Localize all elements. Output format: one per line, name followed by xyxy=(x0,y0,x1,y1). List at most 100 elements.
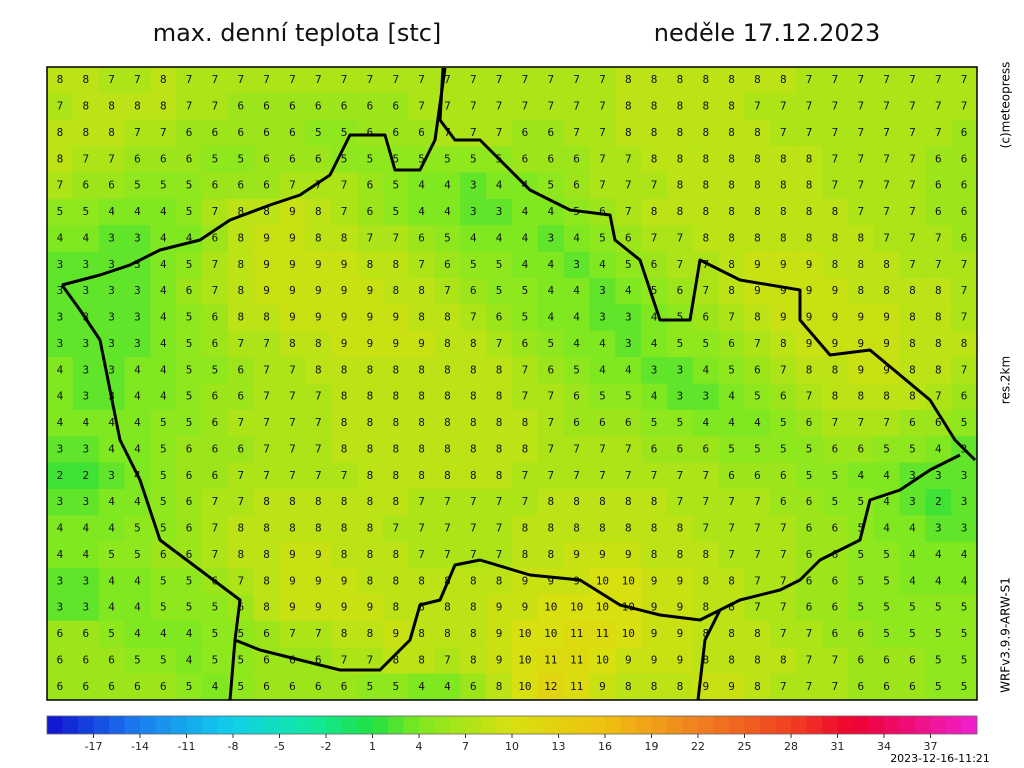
grid-value: 5 xyxy=(212,363,219,376)
grid-value: 6 xyxy=(961,390,968,403)
grid-value: 7 xyxy=(496,126,503,139)
grid-value: 5 xyxy=(212,601,219,614)
grid-cell xyxy=(718,146,745,173)
grid-cell xyxy=(563,489,590,516)
grid-cell xyxy=(279,67,306,94)
grid-value: 8 xyxy=(82,100,89,113)
grid-cell xyxy=(305,568,332,595)
grid-value: 6 xyxy=(82,680,89,693)
grid-cell xyxy=(382,278,410,305)
grid-cell xyxy=(253,172,280,200)
grid-cell xyxy=(98,146,125,173)
grid-cell xyxy=(486,198,513,226)
grid-value: 8 xyxy=(547,495,554,508)
grid-cell xyxy=(822,489,849,516)
grid-cell xyxy=(796,594,823,622)
grid-value: 8 xyxy=(82,73,89,86)
grid-value: 7 xyxy=(212,258,219,271)
grid-cell xyxy=(382,673,410,701)
grid-value: 7 xyxy=(237,574,244,587)
colorbar-segment xyxy=(372,716,389,734)
grid-value: 3 xyxy=(82,284,89,297)
grid-cell xyxy=(357,673,384,701)
grid-value: 6 xyxy=(237,390,244,403)
colorbar-segment xyxy=(419,716,435,734)
grid-value: 3 xyxy=(134,284,141,297)
grid-cell xyxy=(124,568,151,595)
grid-value: 8 xyxy=(237,522,244,535)
grid-value: 4 xyxy=(625,284,632,297)
grid-cell xyxy=(227,383,255,411)
grid-value: 8 xyxy=(367,442,374,455)
grid-value: 9 xyxy=(754,258,761,271)
grid-value: 8 xyxy=(651,680,658,693)
grid-value: 3 xyxy=(547,231,554,244)
grid-value: 6 xyxy=(160,548,167,561)
grid-cell xyxy=(434,67,461,94)
grid-value: 8 xyxy=(909,337,916,350)
grid-cell xyxy=(667,251,694,279)
grid-cell xyxy=(486,383,513,411)
grid-value: 10 xyxy=(596,601,609,614)
grid-value: 3 xyxy=(57,311,64,324)
grid-cell xyxy=(563,67,590,94)
grid-value: 4 xyxy=(134,627,141,640)
grid-cell xyxy=(408,225,435,253)
grid-value: 9 xyxy=(677,601,684,614)
grid-value: 8 xyxy=(728,258,735,271)
grid-cell xyxy=(512,515,539,543)
grid-value: 5 xyxy=(728,442,735,455)
grid-cell xyxy=(202,515,229,543)
colorbar-segment xyxy=(930,716,947,734)
grid-value: 7 xyxy=(780,522,787,535)
grid-value: 8 xyxy=(444,442,451,455)
grid-cell xyxy=(305,119,332,147)
grid-value: 4 xyxy=(134,390,141,403)
grid-cell xyxy=(434,198,461,226)
grid-cell xyxy=(305,304,332,332)
grid-value: 5 xyxy=(857,522,864,535)
grid-value: 10 xyxy=(544,627,557,640)
grid-cell xyxy=(486,462,513,490)
grid-value: 6 xyxy=(780,495,787,508)
grid-cell xyxy=(667,93,694,121)
grid-cell xyxy=(202,620,229,648)
grid-cell xyxy=(899,489,926,516)
grid-cell xyxy=(253,383,280,411)
grid-value: 3 xyxy=(82,442,89,455)
grid-value: 7 xyxy=(883,100,890,113)
grid-value: 6 xyxy=(212,337,219,350)
grid-cell xyxy=(899,647,926,675)
grid-cell xyxy=(537,594,565,622)
grid-value: 6 xyxy=(857,680,864,693)
grid-value: 6 xyxy=(857,442,864,455)
grid-cell xyxy=(124,146,151,173)
grid-cell xyxy=(718,568,745,595)
grid-value: 7 xyxy=(57,179,64,192)
grid-cell xyxy=(899,515,926,543)
grid-cell xyxy=(47,172,74,200)
grid-value: 8 xyxy=(754,311,761,324)
grid-cell xyxy=(796,541,823,569)
grid-cell xyxy=(847,462,875,490)
grid-value: 8 xyxy=(418,574,425,587)
grid-cell xyxy=(408,251,435,279)
grid-value: 4 xyxy=(134,495,141,508)
grid-cell xyxy=(47,594,74,622)
grid-cell xyxy=(873,436,900,464)
grid-value: 8 xyxy=(806,231,813,244)
grid-value: 8 xyxy=(470,337,477,350)
grid-value: 10 xyxy=(544,601,557,614)
grid-cell xyxy=(667,172,694,200)
grid-cell xyxy=(227,489,255,516)
grid-value: 4 xyxy=(160,311,167,324)
grid-value: 4 xyxy=(547,258,554,271)
grid-cell xyxy=(253,330,280,358)
grid-value: 9 xyxy=(289,258,296,271)
colorbar-segment xyxy=(109,716,125,734)
grid-cell xyxy=(822,409,849,437)
grid-cell xyxy=(124,357,151,384)
grid-cell xyxy=(279,568,306,595)
grid-value: 7 xyxy=(496,495,503,508)
grid-value: 4 xyxy=(212,680,219,693)
